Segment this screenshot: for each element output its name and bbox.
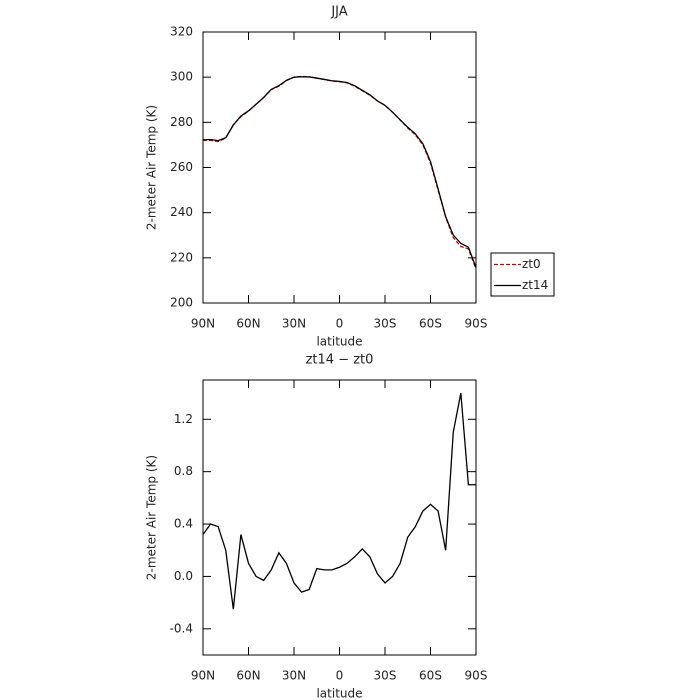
legend-box [490,252,555,297]
x-tick-label: 60N [236,669,260,683]
x-tick-label: 30N [282,317,306,331]
y-axis-label: 2-meter Air Temp (K) [145,455,159,580]
x-tick-label: 90N [191,669,215,683]
x-tick-label: 90S [465,317,488,331]
data-line [203,75,477,270]
x-tick-label: 0 [336,317,344,331]
y-axis-label: 2-meter Air Temp (K) [145,105,159,230]
data-line [202,392,476,610]
x-tick-label: 60N [236,317,260,331]
legend-label: zt0 [522,257,541,271]
y-tick-label: 260 [170,160,193,174]
y-tick-label: 1.2 [174,412,193,426]
x-tick-label: 60S [419,669,442,683]
x-tick-label: 60S [419,317,442,331]
x-tick-label: 30N [282,669,306,683]
data-line [202,76,477,268]
legend-label: zt14 [522,278,548,292]
x-tick-label: 90S [465,669,488,683]
x-axis-label: latitude [316,335,362,349]
x-tick-label: 90N [191,317,215,331]
x-tick-label: 0 [336,669,344,683]
y-tick-label: 240 [170,205,193,219]
x-tick-label: 30S [374,317,397,331]
x-axis-label: latitude [316,687,362,700]
x-tick-label: 30S [374,669,397,683]
y-tick-label: 0.0 [174,569,193,583]
y-tick-label: 0.8 [174,464,193,478]
y-tick-label: -0.4 [170,621,193,635]
y-tick-label: 280 [170,115,193,129]
y-tick-label: 300 [170,70,193,84]
y-tick-label: 220 [170,250,193,264]
y-tick-label: 320 [170,25,193,39]
plot-frame [202,379,477,656]
y-tick-label: 0.4 [174,517,193,531]
chart-title: zt14 − zt0 [306,353,374,368]
plot-frame [202,31,477,304]
y-tick-label: 200 [170,296,193,310]
chart-title: JJA [330,5,347,20]
